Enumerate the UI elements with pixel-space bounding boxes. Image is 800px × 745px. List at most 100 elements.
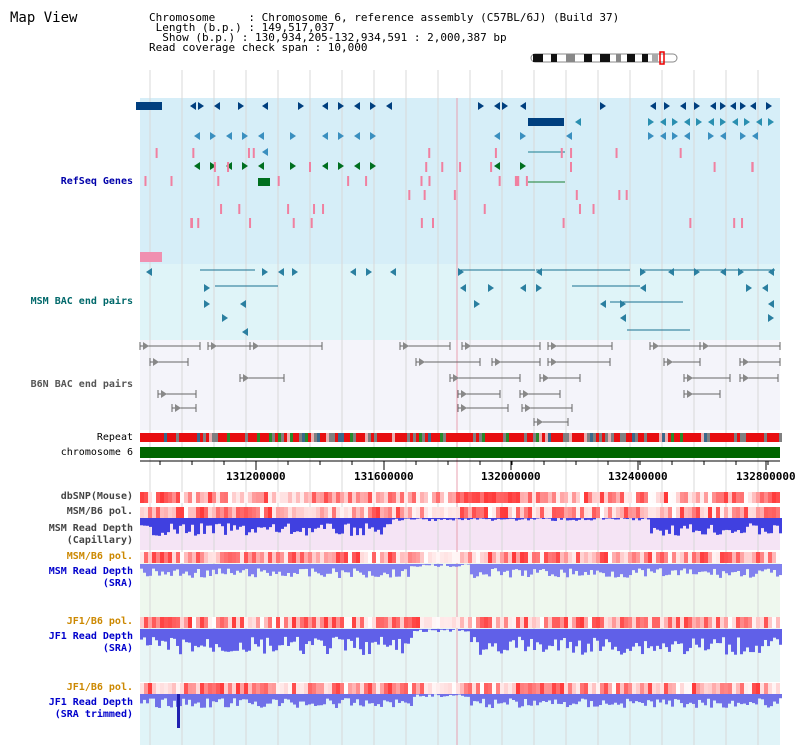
polymorphism-cell xyxy=(336,683,340,694)
jf1-b6-pol-track-1[interactable] xyxy=(140,617,780,628)
track-label-jf1-depth-trimmed[interactable]: JF1 Read Depth xyxy=(48,697,133,708)
polymorphism-cell xyxy=(444,552,448,563)
polymorphism-cell xyxy=(420,683,424,694)
depth-bar xyxy=(659,694,662,703)
polymorphism-cell xyxy=(180,552,184,563)
polymorphism-cell xyxy=(332,507,336,518)
polymorphism-cell xyxy=(260,492,264,503)
depth-bar xyxy=(533,629,536,651)
polymorphism-cell xyxy=(704,617,708,628)
depth-bar xyxy=(695,694,698,708)
depth-bar xyxy=(584,629,587,653)
transcript-mark xyxy=(408,190,411,200)
repeat-element xyxy=(545,433,548,442)
track-label-msm-depth-cap[interactable]: MSM Read Depth xyxy=(48,523,133,534)
depth-bar xyxy=(626,518,629,520)
depth-bar xyxy=(281,564,284,576)
b6n-bac-features[interactable] xyxy=(139,342,781,426)
repeat-element xyxy=(230,433,233,442)
polymorphism-cell xyxy=(496,507,500,518)
msm-depth-capillary-track[interactable] xyxy=(140,518,782,536)
polymorphism-cell xyxy=(496,683,500,694)
depth-bar xyxy=(329,518,332,524)
chromosome-bar[interactable] xyxy=(140,447,780,458)
polymorphism-cell xyxy=(652,617,656,628)
depth-bar xyxy=(146,564,149,577)
depth-bar xyxy=(485,564,488,575)
polymorphism-cell xyxy=(284,492,288,503)
track-label-jf1-b6-pol-2[interactable]: JF1/B6 pol. xyxy=(66,682,133,693)
track-label-dbsnp[interactable]: dbSNP(Mouse) xyxy=(60,491,133,502)
bac-end-arrow xyxy=(536,268,542,276)
transcript-mark xyxy=(751,162,754,172)
bac-end-arrow xyxy=(743,374,749,382)
depth-bar xyxy=(734,564,737,572)
track-label-repeat[interactable]: Repeat xyxy=(96,432,133,443)
chromosome-ideogram[interactable] xyxy=(530,51,678,65)
depth-bar xyxy=(647,694,650,701)
repeat-element xyxy=(254,433,257,442)
polymorphism-cell xyxy=(748,683,752,694)
polymorphism-cell xyxy=(644,492,648,503)
repeat-track[interactable] xyxy=(140,433,782,442)
depth-bar xyxy=(476,629,479,643)
track-label-refseq[interactable]: RefSeq Genes xyxy=(60,176,133,187)
jf1-depth-trimmed-track[interactable] xyxy=(140,694,782,728)
polymorphism-cell xyxy=(212,683,216,694)
polymorphism-cell xyxy=(348,507,352,518)
track-label-b6n-bac[interactable]: B6N BAC end pairs xyxy=(30,379,133,390)
repeat-element xyxy=(698,433,701,442)
polymorphism-cell xyxy=(404,683,408,694)
polymorphism-cell xyxy=(180,492,184,503)
dbsnp-track[interactable] xyxy=(140,492,780,503)
polymorphism-cell xyxy=(512,492,516,503)
depth-bar xyxy=(254,564,257,578)
msm-b6-pol-track-1[interactable] xyxy=(140,507,780,518)
gene-arrow xyxy=(210,132,216,140)
polymorphism-cell xyxy=(676,552,680,563)
polymorphism-cell xyxy=(244,552,248,563)
refseq-genes-features[interactable] xyxy=(136,102,774,262)
jf1-b6-pol-track-2[interactable] xyxy=(140,683,780,694)
msm-b6-pol-track-2[interactable] xyxy=(140,552,780,563)
polymorphism-cell xyxy=(676,507,680,518)
polymorphism-cell xyxy=(156,552,160,563)
gene-arrow xyxy=(720,132,726,140)
polymorphism-cell xyxy=(484,492,488,503)
track-label-jf1-b6-pol-1[interactable]: JF1/B6 pol. xyxy=(66,616,133,627)
jf1-depth-sra-track[interactable] xyxy=(140,629,782,655)
depth-bar xyxy=(167,629,170,650)
depth-bar xyxy=(566,564,569,578)
bac-end-arrow xyxy=(204,284,210,292)
repeat-element xyxy=(581,433,584,442)
depth-bar xyxy=(650,629,653,647)
polymorphism-cell xyxy=(168,492,172,503)
repeat-element xyxy=(326,433,329,442)
polymorphism-cell xyxy=(532,617,536,628)
track-label-jf1-depth-sra[interactable]: JF1 Read Depth xyxy=(48,631,133,642)
track-label-msm-b6-pol-1[interactable]: MSM/B6 pol. xyxy=(66,506,133,517)
bac-end-arrow xyxy=(460,284,466,292)
depth-bar xyxy=(611,629,614,650)
track-label-msm-bac[interactable]: MSM BAC end pairs xyxy=(30,296,133,307)
polymorphism-cell xyxy=(464,617,468,628)
msm-bac-features[interactable] xyxy=(146,268,775,336)
depth-bar xyxy=(713,564,716,569)
polymorphism-cell xyxy=(432,507,436,518)
track-label-msm-b6-pol-2[interactable]: MSM/B6 pol. xyxy=(66,551,133,562)
depth-bar xyxy=(551,629,554,647)
polymorphism-cell xyxy=(752,507,756,518)
msm-depth-sra-track[interactable] xyxy=(140,564,782,578)
polymorphism-cell xyxy=(412,507,416,518)
transcript-mark xyxy=(615,148,618,158)
track-label-msm-depth-sra[interactable]: MSM Read Depth xyxy=(48,566,133,577)
polymorphism-cell xyxy=(532,507,536,518)
track-label-chromosome[interactable]: chromosome 6 xyxy=(60,447,133,458)
polymorphism-cell xyxy=(340,507,344,518)
polymorphism-cell xyxy=(704,507,708,518)
polymorphism-cell xyxy=(640,507,644,518)
depth-bar xyxy=(590,629,593,652)
gene-arrow xyxy=(478,102,484,110)
polymorphism-cell xyxy=(500,507,504,518)
